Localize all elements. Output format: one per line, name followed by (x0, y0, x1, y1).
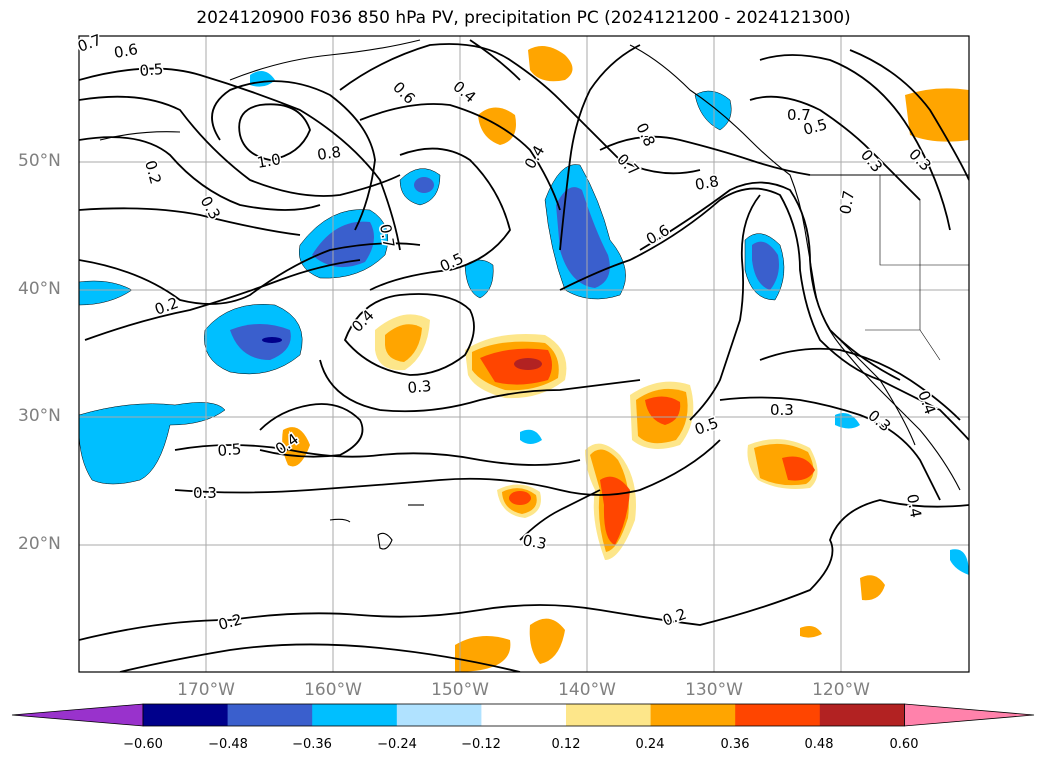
contour-label: 0.7 (787, 106, 811, 124)
colorbar-tick: −0.24 (377, 737, 417, 752)
precip-positive-shading (282, 46, 969, 672)
contour-label: 0.5 (139, 60, 164, 80)
state-borders (865, 175, 969, 361)
colorbar-extend-high (904, 703, 1035, 727)
colorbar-segment (735, 704, 821, 726)
colorbar-extend-low (11, 703, 144, 727)
colorbar-segment (481, 704, 567, 726)
colorbar (11, 703, 1035, 727)
colorbar-tick: 0.60 (889, 737, 919, 752)
colorbar-tick: −0.60 (123, 737, 163, 752)
contour-label: 0.3 (407, 377, 432, 397)
colorbar-segment (143, 704, 229, 726)
colorbar-outline (142, 703, 905, 727)
pv-contours (79, 39, 969, 672)
colorbar-segment (396, 704, 482, 726)
colorbar-segment (312, 704, 398, 726)
colorbar-segment (819, 704, 905, 726)
lon-label-160w: 160°W (304, 680, 362, 700)
map-title: 2024120900 F036 850 hPa PV, precipitatio… (196, 8, 851, 28)
contour-label: 0.5 (217, 440, 242, 460)
lon-label-150w: 150°W (431, 680, 489, 700)
contour-label: 0.7 (836, 189, 858, 216)
colorbar-tick: −0.36 (292, 737, 332, 752)
lon-label-120w: 120°W (812, 680, 870, 700)
colorbar-tick: 0.12 (551, 737, 581, 752)
graticule (79, 36, 969, 672)
contour-label: 0.4 (903, 493, 925, 520)
contour-label: 0.3 (770, 401, 794, 419)
lat-label-20n: 20°N (18, 534, 61, 554)
colorbar-segment (566, 704, 652, 726)
coastlines (99, 39, 969, 550)
lat-label-40n: 40°N (18, 279, 61, 299)
colorbar-tick: 0.36 (720, 737, 750, 752)
plot-frame (78, 35, 970, 673)
contour-label: 0.3 (193, 484, 217, 502)
colorbar-tick: 0.24 (635, 737, 665, 752)
lon-label-140w: 140°W (558, 680, 616, 700)
colorbar-segment (650, 704, 736, 726)
colorbar-tick: −0.12 (461, 737, 501, 752)
colorbar-tick: 0.48 (804, 737, 834, 752)
lon-label-130w: 130°W (685, 680, 743, 700)
lon-label-170w: 170°W (177, 680, 235, 700)
lat-label-50n: 50°N (18, 151, 61, 171)
contour-label: 0.8 (316, 143, 342, 164)
colorbar-segment (227, 704, 313, 726)
lat-label-30n: 30°N (18, 406, 61, 426)
colorbar-tick: −0.48 (208, 737, 248, 752)
